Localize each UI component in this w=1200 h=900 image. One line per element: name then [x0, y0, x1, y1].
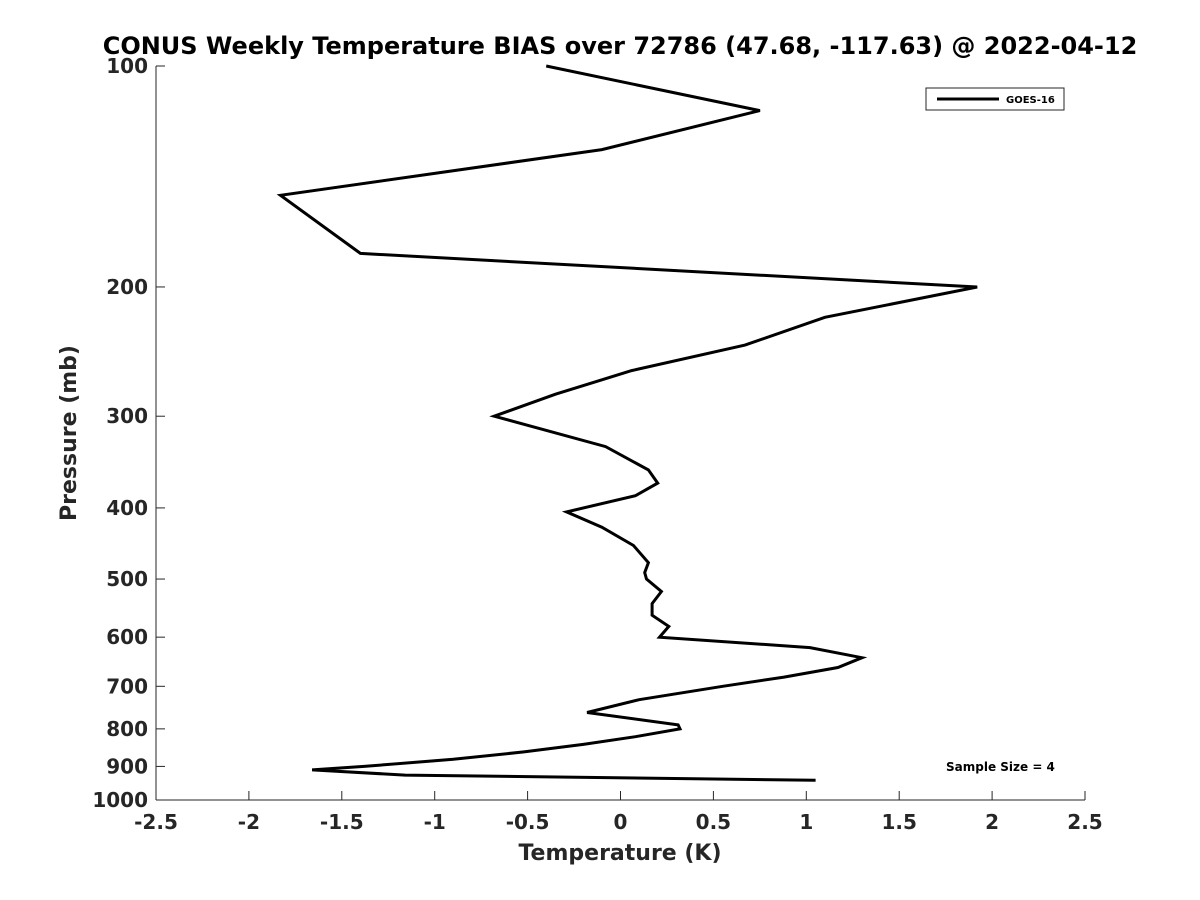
y-tick-label: 300: [106, 404, 148, 428]
y-axis-label: Pressure (mb): [57, 345, 82, 521]
y-tick-label: 1000: [92, 788, 148, 812]
x-tick-label: 0.5: [696, 810, 731, 834]
x-tick-label: -0.5: [506, 810, 550, 834]
y-tick-label: 800: [106, 717, 148, 741]
sample-size-annotation: Sample Size = 4: [946, 760, 1055, 774]
chart-title: CONUS Weekly Temperature BIAS over 72786…: [103, 32, 1138, 60]
y-tick-label: 400: [106, 496, 148, 520]
x-tick-label: -1: [424, 810, 446, 834]
legend-entry-label: GOES-16: [1006, 95, 1055, 106]
y-tick-label: 900: [106, 754, 148, 778]
legend: GOES-16: [925, 87, 1065, 111]
y-tick-label: 500: [106, 567, 148, 591]
x-tick-label: 0: [614, 810, 628, 834]
x-tick-label: 1.5: [881, 810, 916, 834]
y-tick-label: 600: [106, 625, 148, 649]
x-tick-label: 1: [799, 810, 813, 834]
y-tick-label: 100: [106, 54, 148, 78]
x-tick-label: 2.5: [1067, 810, 1102, 834]
x-tick-label: 2: [985, 810, 999, 834]
y-tick-label: 700: [106, 674, 148, 698]
x-axis-label: Temperature (K): [518, 841, 721, 866]
series-line-goes-16: [276, 64, 978, 782]
y-tick-label: 200: [106, 275, 148, 299]
y-axis-ticks: 100 200 300 400 500 600 700 800 900 1000: [92, 54, 165, 812]
x-tick-label: -2.5: [134, 810, 178, 834]
x-tick-label: -1.5: [320, 810, 364, 834]
x-tick-label: -2: [238, 810, 260, 834]
x-axis-ticks: -2.5 -2 -1.5 -1 -0.5 0 0.5 1 1.5 2 2.5: [134, 791, 1103, 834]
